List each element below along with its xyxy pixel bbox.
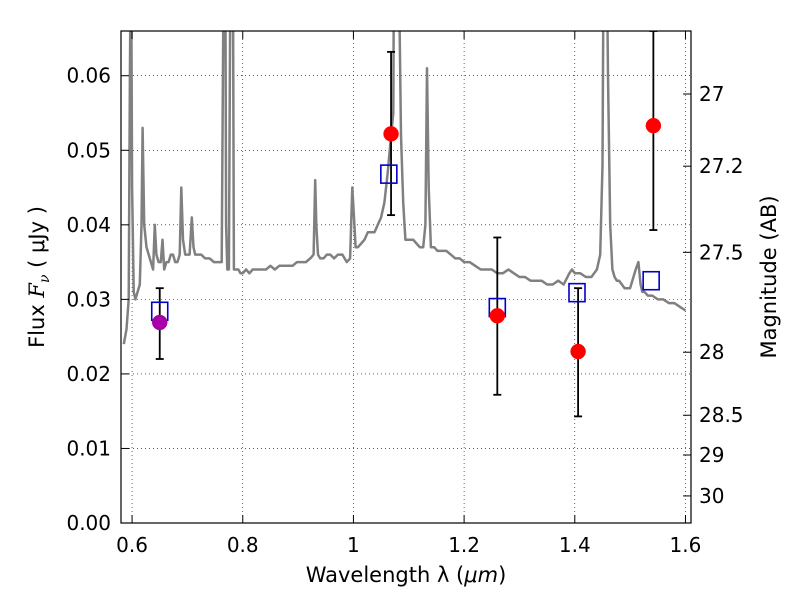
x-tick-label: 1.6: [670, 533, 702, 557]
y-tick-label: 0.05: [66, 138, 111, 162]
y-tick-label: 0.01: [66, 436, 111, 460]
data-markers: [150, 117, 662, 360]
plot-background: [121, 31, 691, 523]
plot-frame: [120, 30, 692, 524]
x-tick-label: 0.6: [116, 533, 148, 557]
magnitude-axis-label: Magnitude (AB): [757, 195, 781, 358]
y-tick-label: 0.04: [66, 213, 111, 237]
open-square-marker: [642, 270, 660, 291]
filled-circle-marker: [383, 126, 399, 142]
magnitude-tick-label: 29: [699, 443, 724, 467]
y-tick-label: 0.02: [66, 362, 111, 386]
magnitude-tick-label: 28: [699, 340, 724, 364]
magnitude-tick-label: 28.5: [699, 403, 744, 427]
filled-circle-marker: [570, 343, 586, 360]
x-tick-label: 1: [347, 533, 360, 557]
magnitude-tick-label: 27: [699, 82, 724, 106]
y-tick-label: 0.03: [66, 287, 111, 311]
magnitude-tick-label: 27.5: [699, 240, 744, 264]
model-spectrum-line: [122, 31, 687, 345]
filled-circle-marker: [489, 308, 506, 324]
magnitude-tick-label: 30: [699, 484, 724, 508]
x-axis-label: Wavelength λ (μm): [306, 563, 507, 587]
x-axis-ticks: 0.6 0.8 1 1.2 1.4 1.6: [116, 31, 701, 557]
filled-circle-marker: [645, 117, 662, 134]
filled-circle-marker: [151, 314, 168, 331]
y-tick-label: 0.00: [66, 511, 111, 535]
magnitude-tick-label: 27.2: [699, 154, 744, 178]
open-square-marker: [380, 164, 398, 184]
y-axis-label: Flux Fν ( μJy ): [25, 206, 53, 348]
x-tick-label: 0.8: [227, 533, 259, 557]
x-tick-label: 1.2: [448, 533, 480, 557]
y-axis-ticks: 0.00 0.01 0.02 0.03 0.04 0.05 0.06: [66, 64, 129, 535]
open-square-marker: [568, 282, 586, 303]
x-tick-label: 1.4: [559, 533, 591, 557]
y-tick-label: 0.06: [66, 64, 111, 88]
magnitude-axis-ticks: 27 27.2 27.5 28 28.5 29 30: [683, 82, 744, 508]
